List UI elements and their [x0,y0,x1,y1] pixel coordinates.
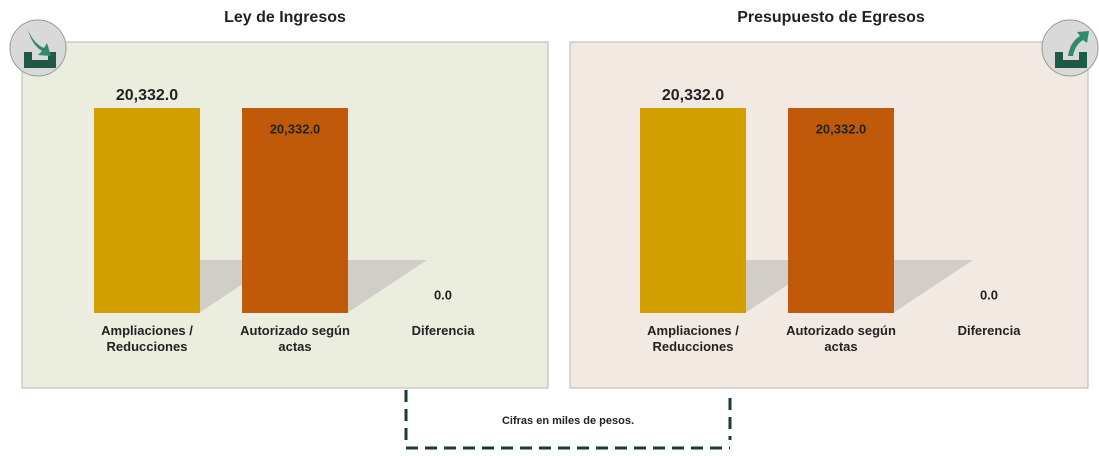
category-label: Diferencia [411,323,475,338]
category-label: Autorizado según actas [786,323,896,354]
bar-shadow [893,260,973,313]
footnote: Cifras en miles de pesos. [502,415,634,427]
bar [640,108,746,313]
category-label: Ampliaciones / Reducciones [101,323,193,354]
value-label: 20,332.0 [816,121,867,136]
bar-shadow [347,260,427,313]
value-label: 20,332.0 [116,87,178,104]
chart-title: Ley de Ingresos [224,9,346,26]
category-label: Diferencia [957,323,1021,338]
value-label: 20,332.0 [662,87,724,104]
value-label: 20,332.0 [270,121,321,136]
icon-in [9,19,67,77]
footnote-bracket [404,390,732,450]
icon-out [1041,19,1099,77]
bar [94,108,200,313]
bar [242,108,348,313]
category-label: Autorizado según actas [240,323,350,354]
chart-title: Presupuesto de Egresos [737,9,925,26]
category-label: Ampliaciones / Reducciones [647,323,739,354]
value-label: 0.0 [980,287,998,302]
value-label: 0.0 [434,287,452,302]
bar [788,108,894,313]
